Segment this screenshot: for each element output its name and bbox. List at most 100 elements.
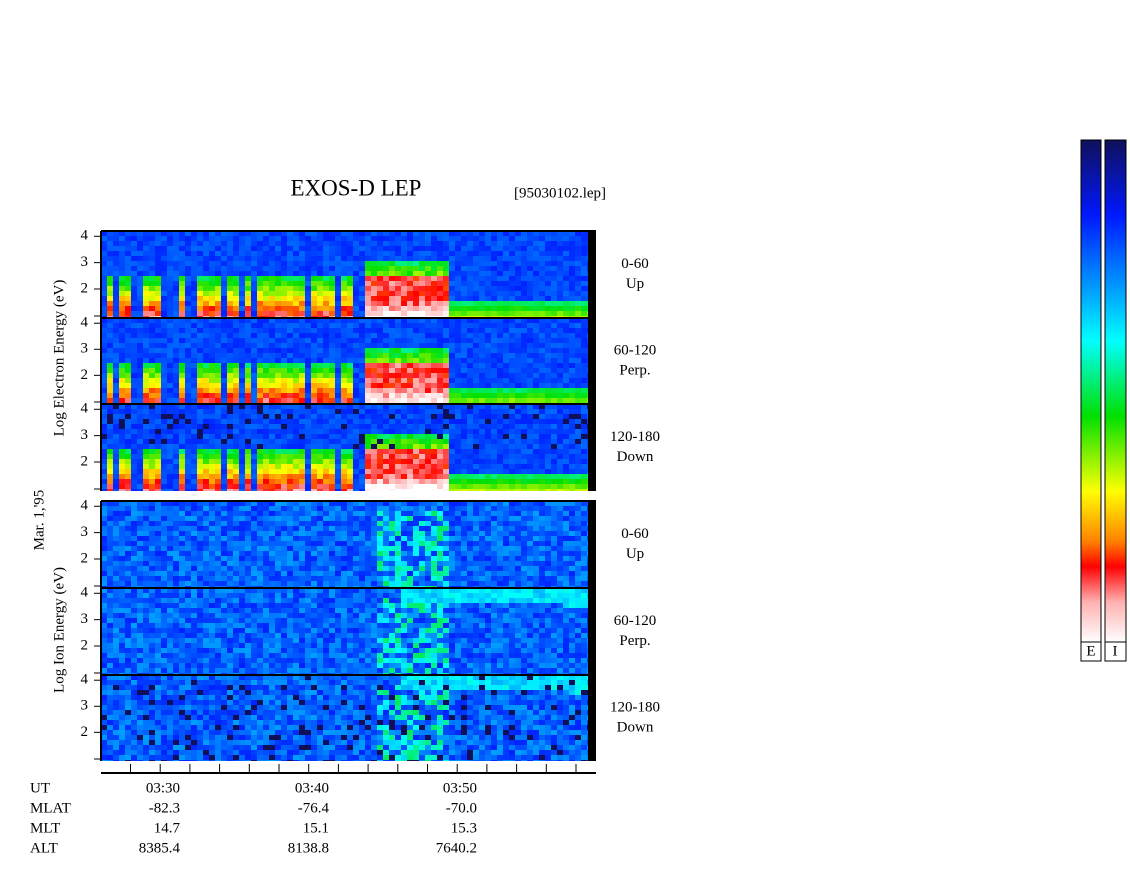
spectrogram-cell <box>317 474 323 479</box>
spectrogram-cell <box>479 414 485 419</box>
spectrogram-cell <box>173 484 179 489</box>
spectrogram-cell <box>107 271 113 276</box>
spectrogram-cell <box>347 246 353 251</box>
spectrogram-cell <box>569 419 575 424</box>
spectrogram-cell <box>419 378 425 383</box>
spectrogram-cell <box>293 464 299 469</box>
spectrogram-cell <box>551 378 557 383</box>
spectrogram-cell <box>449 333 455 338</box>
spectrogram-cell <box>407 323 413 328</box>
spectrogram-cell <box>389 404 395 409</box>
spectrogram-cell <box>557 296 563 301</box>
spectrogram-cell <box>107 526 113 531</box>
spectrogram-cell <box>215 506 221 511</box>
spectrogram-cell <box>293 338 299 343</box>
spectrogram-cell <box>173 256 179 261</box>
spectrogram-cell <box>449 246 455 251</box>
spectrogram-cell <box>347 343 353 348</box>
spectrogram-cell <box>311 474 317 479</box>
spectrogram-cell <box>203 231 209 236</box>
spectrogram-cell <box>521 261 527 266</box>
spectrogram-cell <box>431 459 437 464</box>
spectrogram-cell <box>113 333 119 338</box>
spectrogram-cell <box>287 479 293 484</box>
spectrogram-cell <box>503 311 509 316</box>
spectrogram-cell <box>239 383 245 388</box>
spectrogram-cell <box>335 261 341 266</box>
spectrogram-cell <box>551 393 557 398</box>
spectrogram-cell <box>383 246 389 251</box>
spectrogram-cell <box>197 306 203 311</box>
spectrogram-cell <box>407 281 413 286</box>
spectrogram-cell <box>299 393 305 398</box>
spectrogram-cell <box>497 231 503 236</box>
spectrogram-cell <box>119 581 125 586</box>
spectrogram-cell <box>227 434 233 439</box>
spectrogram-cell <box>335 449 341 454</box>
spectrogram-cell <box>353 236 359 241</box>
spectrogram-cell <box>323 459 329 464</box>
spectrogram-cell <box>455 281 461 286</box>
spectrogram-cell <box>389 414 395 419</box>
spectrogram-cell <box>137 506 143 511</box>
spectrogram-cell <box>203 271 209 276</box>
spectrogram-cell <box>569 333 575 338</box>
spectrogram-cell <box>287 434 293 439</box>
spectrogram-cell <box>437 291 443 296</box>
spectrogram-cell <box>503 231 509 236</box>
spectrogram-cell <box>503 373 509 378</box>
spectrogram-cell <box>203 383 209 388</box>
spectrogram-cell <box>245 429 251 434</box>
spectrogram-cell <box>329 363 335 368</box>
spectrogram-cell <box>239 429 245 434</box>
spectrogram-cell <box>293 474 299 479</box>
spectrogram-cell <box>221 328 227 333</box>
spectrogram-cell <box>191 459 197 464</box>
spectrogram-cell <box>527 241 533 246</box>
spectrogram-cell <box>317 378 323 383</box>
spectrogram-cell <box>509 439 515 444</box>
spectrogram-cell <box>209 489 215 491</box>
spectrogram-cell <box>431 469 437 474</box>
spectrogram-cell <box>251 338 257 343</box>
spectrogram-cell <box>533 306 539 311</box>
spectrogram-cell <box>251 576 257 581</box>
spectrogram-cell <box>287 276 293 281</box>
spectrogram-cell <box>209 449 215 454</box>
spectrogram-cell <box>287 318 293 323</box>
spectrogram-cell <box>455 343 461 348</box>
spectrogram-cell <box>251 348 257 353</box>
spectrogram-cell <box>437 261 443 266</box>
spectrogram-cell <box>431 439 437 444</box>
spectrogram-cell <box>509 276 515 281</box>
spectrogram-cell <box>101 348 107 353</box>
spectrogram-cell <box>293 291 299 296</box>
spectrogram-cell <box>113 536 119 541</box>
spectrogram-cell <box>449 449 455 454</box>
spectrogram-cell <box>311 409 317 414</box>
spectrogram-cell <box>503 343 509 348</box>
spectrogram-cell <box>533 358 539 363</box>
spectrogram-cell <box>431 306 437 311</box>
spectrogram-cell <box>197 398 203 403</box>
spectrogram-cell <box>293 311 299 316</box>
spectrogram-cell <box>563 256 569 261</box>
spectrogram-cell <box>311 296 317 301</box>
spectrogram-cell <box>365 459 371 464</box>
spectrogram-cell <box>167 266 173 271</box>
spectrogram-cell <box>569 241 575 246</box>
spectrogram-cell <box>143 469 149 474</box>
spectrogram-cell <box>161 459 167 464</box>
spectrogram-cell <box>251 241 257 246</box>
spectrogram-cell <box>281 424 287 429</box>
spectrogram-cell <box>155 398 161 403</box>
spectrogram-cell <box>227 291 233 296</box>
spectrogram-cell <box>359 479 365 484</box>
spectrogram-cell <box>443 241 449 246</box>
spectrogram-cell <box>425 231 431 236</box>
spectrogram-cell <box>191 318 197 323</box>
spectrogram-cell <box>215 556 221 561</box>
spectrogram-cell <box>227 561 233 566</box>
spectrogram-cell <box>305 373 311 378</box>
spectrogram-cell <box>473 343 479 348</box>
